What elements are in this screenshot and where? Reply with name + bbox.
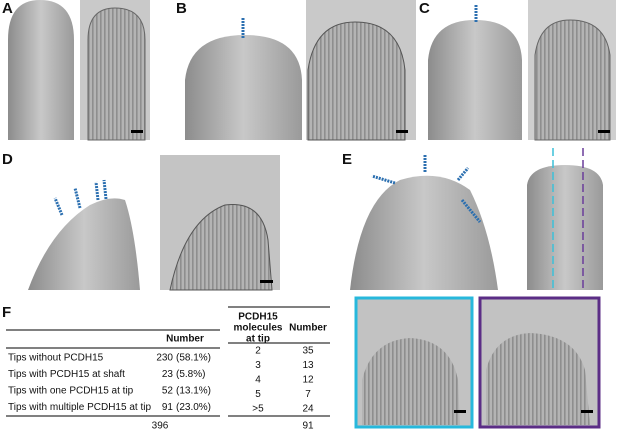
micrograph-tip xyxy=(87,7,146,141)
panel-d xyxy=(28,155,280,291)
cell: 24 xyxy=(302,404,314,415)
cell: 7 xyxy=(305,389,311,400)
table-2: PCDH15 molecules at tip Number 91 2 35 3 13… xyxy=(228,306,330,432)
tip-render xyxy=(350,175,498,290)
molecules xyxy=(371,155,482,223)
column-header: Number xyxy=(289,323,327,334)
row-label: Tips without PCDH15 xyxy=(8,353,104,364)
cell: (23.0%) xyxy=(176,402,211,413)
cell: 230 xyxy=(156,353,173,364)
row-label: Tips with one PCDH15 at tip xyxy=(8,386,134,397)
scale-bar xyxy=(260,280,273,283)
cell: 3 xyxy=(255,360,261,371)
cell: 2 xyxy=(255,346,261,357)
table-total: 91 xyxy=(302,421,314,432)
table-1: Number 396 Tips without PCDH15 230 (58.1%)… xyxy=(6,329,220,432)
cell: 5 xyxy=(255,389,261,400)
panel-label: E xyxy=(342,151,352,168)
panel-label: D xyxy=(2,151,13,168)
cell: 91 xyxy=(162,402,174,413)
column-header: PCDH15 xyxy=(238,312,278,323)
column-header: Number xyxy=(166,334,204,345)
panel-label: B xyxy=(176,0,187,17)
scale-bar xyxy=(598,130,610,133)
panel-c xyxy=(428,0,616,141)
row-label: Tips with PCDH15 at shaft xyxy=(8,369,125,380)
panel-b xyxy=(185,0,416,141)
micrograph-tip xyxy=(486,333,590,425)
cell: (13.1%) xyxy=(176,386,211,397)
scale-bar xyxy=(581,410,593,413)
table-total: 396 xyxy=(152,421,169,432)
tip-render xyxy=(8,0,74,140)
cell: (58.1%) xyxy=(176,353,211,364)
panel-a xyxy=(8,0,150,141)
cell: 23 xyxy=(162,369,174,380)
panel-e xyxy=(350,148,603,429)
molecules xyxy=(53,179,108,216)
tip-render xyxy=(185,35,302,140)
column-header: at tip xyxy=(246,334,270,345)
scale-bar xyxy=(454,410,466,413)
cell: 52 xyxy=(162,386,174,397)
micrograph-tip xyxy=(169,203,273,291)
micrograph-tip xyxy=(362,338,460,425)
column-header: molecules xyxy=(234,323,283,334)
cell: >5 xyxy=(252,404,264,415)
cell: (5.8%) xyxy=(176,369,205,380)
tip-render xyxy=(28,198,140,290)
cell: 4 xyxy=(255,375,261,386)
micrograph-tip xyxy=(307,21,406,141)
panel-label: F xyxy=(2,304,11,321)
scale-bar xyxy=(396,130,408,133)
row-label: Tips with multiple PCDH15 at tip xyxy=(8,402,151,413)
tip-render xyxy=(428,20,522,140)
panel-label: C xyxy=(419,0,430,17)
micrograph-tip xyxy=(534,19,611,141)
tip-render-side xyxy=(527,165,603,290)
cell: 13 xyxy=(302,360,314,371)
scale-bar xyxy=(131,130,143,133)
cell: 35 xyxy=(302,346,314,357)
panel-label: A xyxy=(2,0,13,17)
cell: 12 xyxy=(302,375,314,386)
